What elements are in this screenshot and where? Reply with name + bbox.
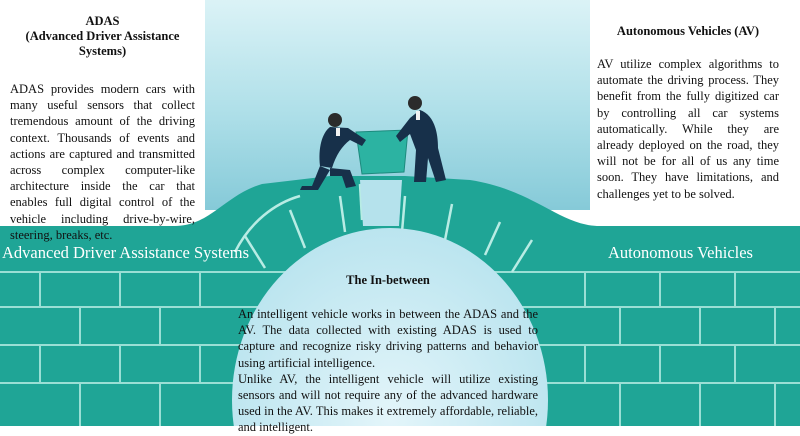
adas-description: ADAS provides modern cars with many usef… — [10, 82, 195, 242]
wall-label-adas: Advanced Driver Assistance Systems — [2, 243, 249, 262]
right-businessman — [396, 96, 446, 182]
bridge-illustration — [0, 0, 800, 426]
sky-background — [190, 0, 600, 210]
adas-title-line3: Systems) — [78, 44, 127, 58]
inbetween-paragraph-2: Unlike AV, the intelligent vehicle will … — [238, 371, 538, 435]
av-description: AV utilize complex algorithms to automat… — [597, 57, 779, 201]
av-title: Autonomous Vehicles (AV) — [616, 24, 760, 38]
inbetween-paragraph-1: An intelligent vehicle works in between … — [238, 307, 538, 370]
inbetween-description: An intelligent vehicle works in between … — [238, 306, 538, 436]
inbetween-title: The In-between — [346, 273, 430, 287]
wall-label-av: Autonomous Vehicles — [608, 243, 753, 262]
keystone-gap — [360, 180, 402, 226]
keystone-block — [355, 129, 409, 175]
adas-title: ADAS (Advanced Driver Assistance Systems… — [10, 14, 195, 59]
adas-title-line2: (Advanced Driver Assistance — [25, 29, 180, 43]
adas-text-block: ADAS (Advanced Driver Assistance Systems… — [10, 14, 195, 243]
adas-title-line1: ADAS — [85, 14, 120, 28]
arch-opening — [232, 228, 548, 426]
left-businessman — [300, 113, 366, 190]
inbetween-text-block: The In-between An intelligent vehicle wo… — [238, 273, 538, 436]
av-text-block: Autonomous Vehicles (AV) AV utilize comp… — [597, 24, 779, 202]
